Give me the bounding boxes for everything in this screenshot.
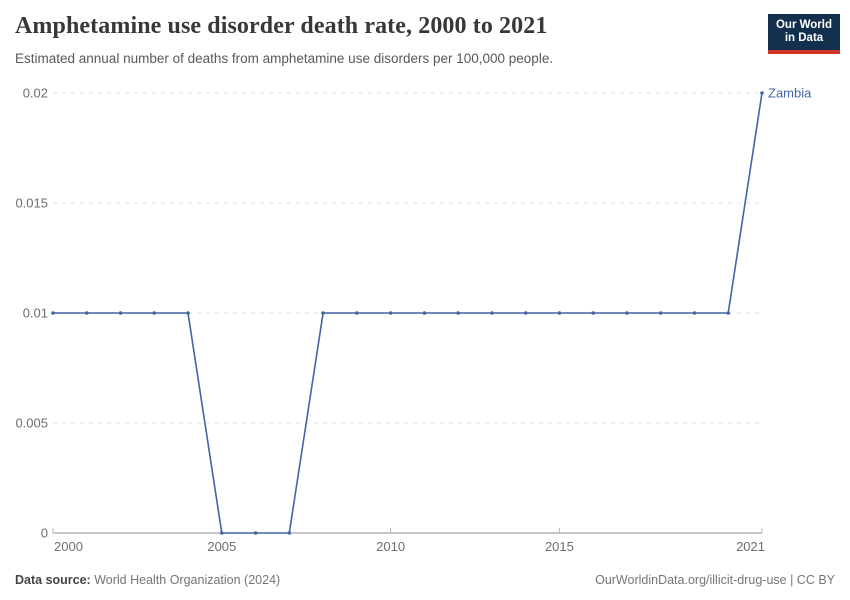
y-axis-label: 0 — [41, 526, 48, 541]
data-point — [591, 311, 595, 315]
data-point — [388, 311, 393, 315]
data-source: Data source: World Health Organization (… — [15, 573, 280, 587]
data-point — [287, 531, 292, 535]
data-point — [658, 311, 663, 315]
data-point — [557, 311, 562, 315]
data-point — [220, 531, 224, 535]
data-point — [422, 311, 427, 315]
data-point — [625, 311, 629, 315]
chart-footer: Data source: World Health Organization (… — [15, 573, 835, 587]
y-axis-label: 0.01 — [23, 306, 48, 321]
data-point — [692, 311, 697, 315]
logo-line1: Our World — [775, 19, 832, 31]
data-point — [490, 311, 494, 315]
chart-subtitle: Estimated annual number of deaths from a… — [15, 51, 554, 66]
data-source-value: World Health Organization (2024) — [90, 573, 281, 587]
data-point — [760, 91, 764, 95]
data-point — [456, 311, 460, 315]
series-end-label: Zambia — [768, 86, 812, 101]
x-axis-label: 2005 — [207, 539, 236, 554]
y-axis-label: 0.005 — [15, 416, 48, 431]
data-point — [523, 311, 528, 315]
y-axis-label: 0.015 — [15, 196, 48, 211]
data-point — [253, 531, 258, 535]
data-point — [321, 311, 325, 315]
data-point — [355, 311, 359, 315]
logo-red-stripe — [768, 50, 840, 54]
series-line — [53, 92, 763, 534]
footer-link[interactable]: OurWorldinData.org/illicit-drug-use | CC… — [595, 573, 835, 587]
owid-logo: Our World in Data — [768, 14, 840, 54]
x-axis-label: 2015 — [545, 539, 574, 554]
x-axis-label: 2010 — [376, 539, 405, 554]
data-point — [84, 311, 89, 315]
data-point — [152, 311, 157, 315]
x-axis-label: 2000 — [54, 539, 83, 554]
data-point — [51, 311, 55, 315]
data-source-label: Data source: — [15, 573, 91, 587]
chart-title: Amphetamine use disorder death rate, 200… — [15, 13, 548, 39]
logo-line2: in Data — [784, 32, 824, 44]
x-axis-label: 2021 — [736, 539, 765, 554]
data-point — [118, 311, 123, 315]
data-point — [726, 311, 731, 315]
data-point — [186, 311, 190, 315]
y-axis-label: 0.02 — [23, 86, 48, 101]
